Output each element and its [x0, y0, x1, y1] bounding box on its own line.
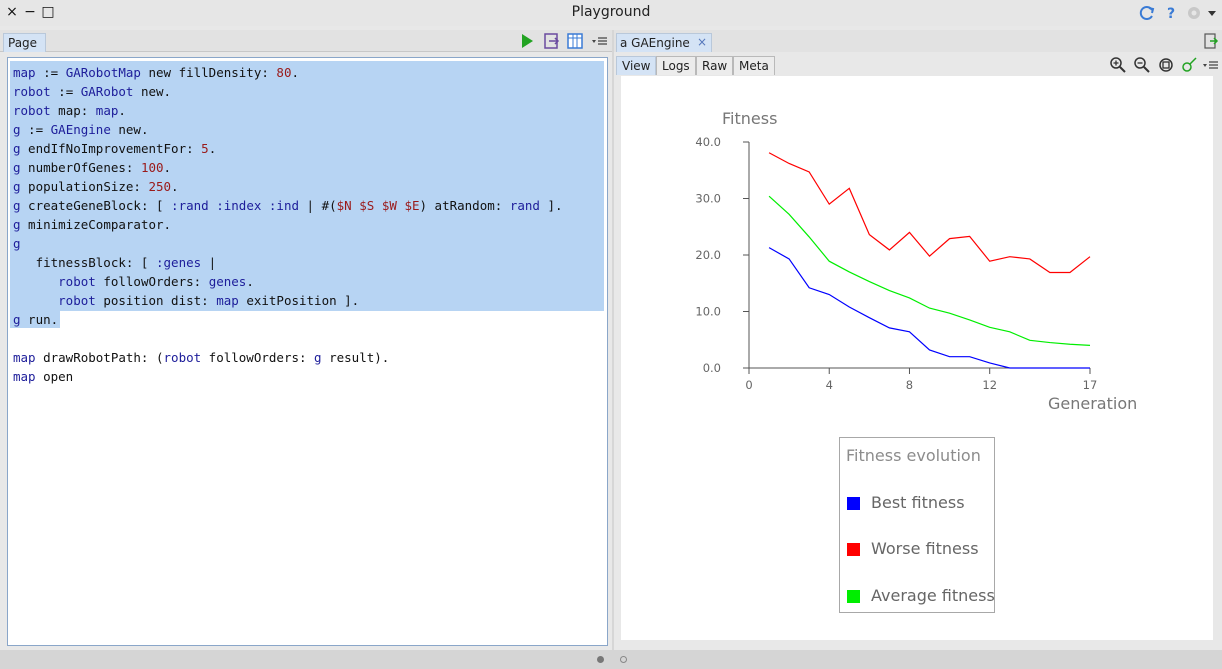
x-tick-label: 12 — [982, 378, 997, 392]
zoom-fit-icon[interactable] — [1157, 56, 1175, 74]
y-tick-label: 40.0 — [695, 135, 721, 149]
code-editor[interactable]: map := GARobotMap new fillDensity: 80. ro… — [7, 57, 608, 646]
page-tab-bar: Page — [0, 30, 612, 52]
bindings-table-icon[interactable] — [566, 32, 584, 50]
code-line: g populationSize: 250. — [13, 179, 179, 194]
legend-swatch-worse — [847, 543, 860, 556]
series-line-worse — [768, 152, 1091, 274]
close-window-button[interactable]: × — [6, 4, 18, 20]
view-menu-icon[interactable] — [1202, 56, 1220, 74]
selection-highlight-tail — [10, 311, 60, 328]
view-tab-bar: View Logs Raw Meta — [614, 55, 1222, 75]
tab-view[interactable]: View — [616, 56, 657, 75]
tab-meta[interactable]: Meta — [733, 56, 775, 75]
selection-highlight — [10, 61, 604, 311]
code-line: robot followOrders: genes. — [58, 274, 254, 289]
refresh-icon[interactable] — [1138, 4, 1156, 22]
y-axis-label: Fitness — [722, 109, 777, 128]
series-line-best — [768, 247, 1090, 369]
code-line: map drawRobotPath: (robot followOrders: … — [13, 350, 390, 365]
tab-page[interactable]: Page — [3, 33, 46, 52]
gear-icon[interactable] — [1185, 4, 1203, 22]
code-line: robot position dist: map exitPosition ]. — [58, 293, 360, 308]
y-tick-label: 20.0 — [695, 248, 721, 262]
page-indicator-dot-active[interactable] — [597, 656, 604, 663]
zoom-out-icon[interactable] — [1133, 56, 1151, 74]
code-line: g numberOfGenes: 100. — [13, 160, 172, 175]
help-icon[interactable]: ? — [1162, 4, 1180, 22]
code-line: g minimizeComparator. — [13, 217, 172, 232]
maximize-window-button[interactable]: □ — [41, 4, 55, 20]
pane-splitter[interactable] — [612, 30, 614, 650]
code-line: map := GARobotMap new fillDensity: 80. — [13, 65, 300, 80]
y-tick-label: 10.0 — [695, 305, 721, 319]
x-tick-label: 0 — [745, 378, 752, 392]
code-line: robot map: map. — [13, 103, 126, 118]
code-line: g run. — [13, 312, 59, 327]
x-tick-label: 4 — [826, 378, 833, 392]
window-title: Playground — [571, 4, 651, 20]
menu-icon[interactable] — [591, 32, 609, 50]
fitness-chart: 0.0 10.0 20.0 30.0 40.0 0 4 8 12 17 Fitness Generat… — [695, 109, 1137, 413]
title-bar: × − □ Playground ? — [0, 0, 1222, 26]
x-axis-label: Generation — [1048, 394, 1137, 413]
code-line: robot := GARobot new. — [13, 84, 172, 99]
x-tick-label: 8 — [906, 378, 913, 392]
legend-swatch-best — [847, 497, 860, 510]
legend-swatch-average — [847, 590, 860, 603]
tab-raw[interactable]: Raw — [696, 56, 734, 75]
y-tick-label: 0.0 — [703, 361, 721, 375]
tab-gaengine-label: a GAEngine — [620, 36, 690, 50]
y-tick-label: 30.0 — [695, 192, 721, 206]
tab-gaengine[interactable]: a GAEngine × — [616, 33, 712, 52]
code-line: g — [13, 236, 21, 251]
inspector-tab-bar: a GAEngine × — [614, 30, 1222, 52]
code-line: map open — [13, 369, 74, 384]
close-tab-icon[interactable]: × — [696, 35, 707, 49]
page-indicator-dot[interactable] — [620, 656, 627, 663]
legend-label-worse: Worse fitness — [871, 539, 979, 558]
minimize-window-button[interactable]: − — [24, 4, 36, 20]
legend-title: Fitness evolution — [846, 446, 981, 465]
legend-label-best: Best fitness — [871, 493, 965, 512]
bottom-status-bar — [0, 650, 1222, 669]
browse-icon[interactable] — [1202, 32, 1220, 50]
svg-text:?: ? — [1167, 6, 1175, 22]
legend-label-average: Average fitness — [871, 586, 995, 605]
code-line: g createGeneBlock: [ :rand :index :ind |… — [13, 198, 563, 213]
export-icon[interactable] — [543, 32, 561, 50]
x-tick-label: 17 — [1083, 378, 1098, 392]
chevron-down-icon[interactable] — [1206, 4, 1218, 22]
tab-logs[interactable]: Logs — [656, 56, 696, 75]
code-line: g endIfNoImprovementFor: 5. — [13, 141, 217, 156]
code-line: g := GAEngine new. — [13, 122, 149, 137]
inspect-icon[interactable] — [1180, 56, 1198, 74]
chart-view: 0.0 10.0 20.0 30.0 40.0 0 4 8 12 17 Fitness Generat… — [621, 76, 1213, 640]
play-icon[interactable] — [518, 32, 536, 50]
chart-legend: Fitness evolution Best fitness Worse fit… — [839, 437, 995, 613]
zoom-in-icon[interactable] — [1109, 56, 1127, 74]
code-line: fitnessBlock: [ :genes | — [13, 255, 217, 270]
series-line-average — [768, 195, 1091, 346]
